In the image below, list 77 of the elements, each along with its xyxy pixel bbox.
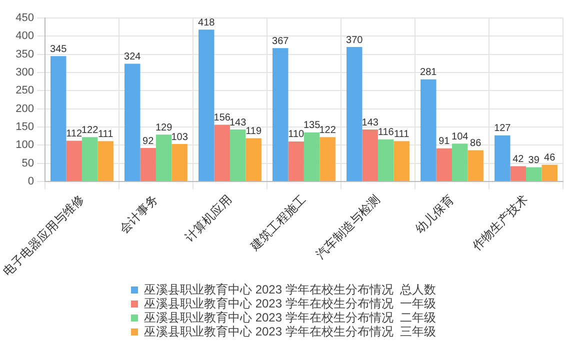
bar	[542, 164, 558, 181]
bar	[50, 56, 66, 181]
bar	[66, 140, 82, 181]
data-label: 119	[246, 126, 262, 137]
bar	[468, 150, 484, 181]
y-tick-label: 100	[16, 139, 34, 152]
y-tick-label: 150	[16, 121, 34, 133]
x-tick-label: 作物生产技术	[468, 192, 530, 254]
y-tick-label: 250	[16, 84, 34, 97]
y-tick-label: 50	[22, 157, 34, 170]
bar	[452, 144, 468, 181]
data-label: 324	[124, 52, 142, 63]
data-label: 345	[50, 44, 68, 55]
data-label: 122	[81, 124, 99, 136]
bar	[526, 167, 542, 181]
bar	[494, 135, 510, 181]
data-label: 39	[528, 155, 540, 166]
bar	[420, 79, 436, 181]
bar	[362, 130, 378, 181]
bar	[82, 137, 98, 181]
bar	[288, 141, 304, 181]
data-label: 91	[438, 136, 450, 148]
bar	[230, 130, 246, 181]
data-label: 418	[198, 17, 216, 28]
bar	[320, 137, 336, 181]
x-tick-label: 电子电器应用与维修	[0, 192, 86, 278]
data-label: 104	[452, 131, 469, 142]
bar	[246, 138, 262, 181]
x-tick-label: 计算机应用	[182, 192, 234, 244]
data-label: 92	[142, 136, 154, 147]
x-tick-label: 幼儿保育	[412, 192, 456, 236]
data-label: 122	[319, 124, 336, 136]
data-label: 112	[66, 128, 83, 140]
bar	[346, 47, 362, 181]
data-label: 135	[304, 120, 321, 132]
data-label: 86	[470, 138, 482, 149]
bar	[304, 132, 320, 181]
bar	[510, 166, 526, 181]
y-tick-label: 450	[16, 12, 34, 24]
bar	[436, 148, 452, 181]
x-tick-label: 建筑工程施工	[246, 192, 308, 254]
data-label: 370	[346, 34, 364, 46]
data-label: 143	[362, 117, 379, 128]
data-label: 103	[171, 132, 188, 143]
data-label: 281	[420, 67, 438, 78]
data-label: 127	[494, 123, 512, 134]
y-tick-label: 200	[16, 102, 34, 115]
bar	[172, 144, 188, 181]
legend-label: 巫溪县职业教育中心 2023 学年在校生分布情况 一年级	[144, 296, 436, 310]
legend-label: 巫溪县职业教育中心 2023 学年在校生分布情况 三年级	[144, 324, 436, 338]
data-label: 42	[512, 154, 524, 165]
y-tick-label: 350	[16, 48, 34, 60]
data-label: 143	[229, 117, 247, 128]
bar	[98, 141, 114, 181]
data-label: 129	[155, 122, 173, 134]
data-label: 367	[272, 36, 290, 47]
y-tick-label: 0	[28, 175, 34, 188]
bar	[394, 141, 410, 181]
bar	[140, 148, 156, 181]
bar	[272, 48, 288, 181]
bar	[214, 124, 230, 181]
data-label: 156	[214, 112, 231, 124]
y-tick-label: 400	[16, 30, 34, 42]
bar	[156, 134, 172, 181]
legend-label: 巫溪县职业教育中心 2023 学年在校生分布情况 二年级	[144, 310, 436, 324]
x-tick-label: 汽车制造与检测	[313, 192, 382, 262]
data-label: 111	[394, 128, 410, 140]
y-tick-label: 300	[16, 66, 34, 79]
x-tick-label: 会计事务	[116, 192, 160, 236]
bar	[378, 139, 394, 181]
data-label: 110	[288, 129, 305, 140]
legend-label: 巫溪县职业教育中心 2023 学年在校生分布情况 总人数	[144, 282, 436, 296]
bar	[124, 64, 140, 181]
data-label: 116	[378, 127, 394, 138]
bar	[198, 30, 214, 181]
data-label: 46	[544, 152, 556, 164]
data-label: 111	[98, 128, 114, 140]
